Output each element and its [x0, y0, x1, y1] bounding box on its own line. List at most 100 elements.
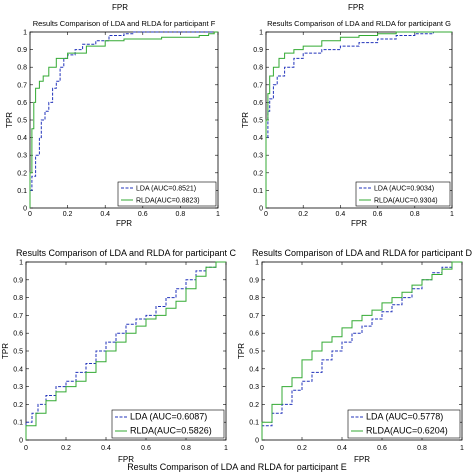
y-tick-label: 0.6: [13, 331, 23, 338]
y-tick-label: 0.4: [17, 135, 27, 142]
y-tick-label: 0.8: [253, 65, 263, 72]
lda-roc-line: [29, 31, 218, 208]
y-tick-label: 1: [23, 30, 27, 37]
y-tick-label: 1: [19, 260, 23, 267]
legend-label-lda: LDA (AUC=0.8521): [136, 186, 196, 193]
x-tick-label: 0.6: [138, 211, 148, 218]
x-tick-label: 0.8: [410, 211, 420, 218]
y-tick-label: 0.7: [17, 82, 27, 89]
x-tick-label: 1: [224, 445, 228, 452]
roc-panel-1: Results Comparison of LDA and RLDA for p…: [241, 19, 454, 228]
chart-title: Results Comparison of LDA and RLDA for p…: [267, 19, 451, 28]
y-tick-label: 0.7: [249, 313, 259, 320]
y-tick-label: 0.6: [253, 100, 263, 107]
y-tick-label: 0.9: [249, 277, 259, 284]
y-tick-label: 0.4: [13, 366, 23, 373]
chart-title: Results Comparison of LDA and RLDA for p…: [252, 248, 473, 258]
y-tick-label: 0.3: [249, 384, 259, 391]
roc-panel-0: Results Comparison of LDA and RLDA for p…: [5, 19, 220, 228]
chart-title: Results Comparison of LDA and RLDA for p…: [16, 248, 237, 258]
y-axis-label: TPR: [5, 112, 14, 128]
x-axis-label: FPR: [116, 219, 132, 228]
x-tick-label: 0.2: [298, 211, 308, 218]
y-tick-label: 0.3: [17, 153, 27, 160]
y-tick-label: 0.8: [13, 295, 23, 302]
y-tick-label: 0.9: [17, 47, 27, 54]
y-tick-label: 0.2: [17, 170, 27, 177]
legend-box: [355, 181, 451, 207]
y-tick-label: 0.6: [17, 100, 27, 107]
x-tick-label: 0.6: [373, 211, 383, 218]
y-tick-label: 0.5: [253, 118, 263, 125]
rlda-roc-line: [265, 31, 452, 208]
y-tick-label: 0: [19, 438, 23, 445]
y-tick-label: 0.1: [249, 420, 259, 427]
y-tick-label: 0.5: [17, 118, 27, 125]
x-tick-label: 1: [460, 445, 464, 452]
x-tick-label: 0.6: [377, 445, 387, 452]
fragment-top-right: FPR: [348, 3, 364, 12]
x-tick-label: 1: [450, 211, 454, 218]
y-tick-label: 0.1: [253, 188, 263, 195]
legend-label-rlda: RLDA(AUC=0.8823): [136, 198, 200, 205]
y-tick-label: 0.7: [253, 82, 263, 89]
x-tick-label: 0: [28, 211, 32, 218]
y-tick-label: 0.9: [13, 277, 23, 284]
rlda-roc-line: [25, 261, 226, 440]
x-tick-label: 0.4: [100, 211, 110, 218]
y-tick-label: 0.1: [17, 188, 27, 195]
y-tick-label: 0.2: [253, 170, 263, 177]
x-tick-label: 0.8: [176, 211, 186, 218]
y-tick-label: 0.5: [13, 349, 23, 356]
x-tick-label: 0.8: [181, 445, 191, 452]
x-tick-label: 0.2: [61, 445, 71, 452]
y-tick-label: 0: [255, 438, 259, 445]
y-tick-label: 1: [259, 30, 263, 37]
x-tick-label: 0.4: [101, 445, 111, 452]
x-tick-label: 0.4: [336, 211, 346, 218]
footer-title: Results Comparison of LDA and RLDA for p…: [127, 462, 347, 472]
y-axis-label: TPR: [241, 112, 250, 128]
legend-label-lda: LDA (AUC=0.6087): [130, 412, 207, 422]
y-tick-label: 0.3: [13, 384, 23, 391]
y-tick-label: 0.6: [249, 331, 259, 338]
chart-title: Results Comparison of LDA and RLDA for p…: [33, 19, 216, 28]
y-tick-label: 0.8: [17, 65, 27, 72]
legend-label-rlda: RLDA(AUC=0.5826): [130, 426, 212, 436]
y-tick-label: 1: [255, 260, 259, 267]
roc-panel-3: Results Comparison of LDA and RLDA for p…: [237, 248, 473, 464]
y-tick-label: 0.7: [13, 313, 23, 320]
x-tick-label: 0.2: [63, 211, 73, 218]
lda-roc-line: [25, 261, 226, 440]
y-tick-label: 0.2: [249, 402, 259, 409]
rlda-roc-line: [29, 31, 218, 208]
x-tick-label: 0.6: [141, 445, 151, 452]
y-tick-label: 0.5: [249, 349, 259, 356]
y-tick-label: 0: [23, 206, 27, 213]
y-tick-label: 0.8: [249, 295, 259, 302]
roc-panel-2: Results Comparison of LDA and RLDA for p…: [1, 248, 237, 464]
legend-label-rlda: RLDA(AUC=0.9304): [374, 198, 438, 205]
legend-box: [117, 181, 217, 207]
y-axis-label: TPR: [237, 343, 246, 359]
y-tick-label: 0.3: [253, 153, 263, 160]
legend-label-lda: LDA (AUC=0.9034): [374, 186, 434, 193]
y-tick-label: 0.1: [13, 420, 23, 427]
x-axis-label: FPR: [118, 455, 134, 464]
x-tick-label: 0.2: [297, 445, 307, 452]
y-tick-label: 0.2: [13, 402, 23, 409]
legend-box: [111, 409, 225, 439]
y-tick-label: 0: [259, 206, 263, 213]
x-tick-label: 0.8: [417, 445, 427, 452]
x-tick-label: 0: [24, 445, 28, 452]
x-axis-label: FPR: [354, 455, 370, 464]
y-tick-label: 0.4: [253, 135, 263, 142]
x-tick-label: 0: [260, 445, 264, 452]
x-tick-label: 1: [216, 211, 220, 218]
rlda-roc-line: [261, 261, 462, 440]
y-axis-label: TPR: [1, 343, 10, 359]
y-tick-label: 0.9: [253, 47, 263, 54]
y-tick-label: 0.4: [249, 366, 259, 373]
legend-box: [347, 409, 461, 439]
